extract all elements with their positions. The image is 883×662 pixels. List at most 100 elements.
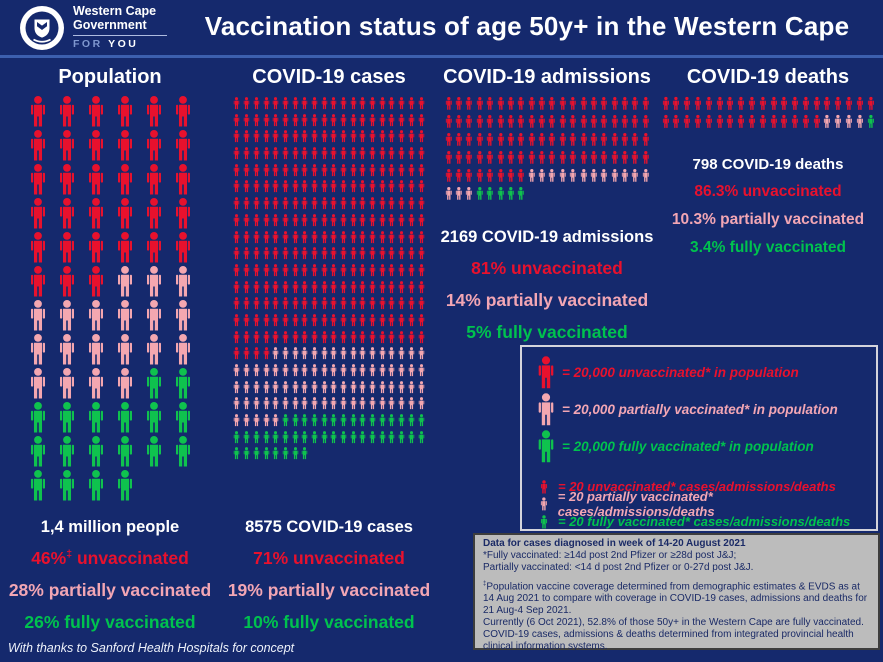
person-icon [321,430,327,443]
person-icon [398,213,405,226]
person-icon [88,436,103,467]
person-icon [340,330,347,343]
person-icon [379,280,386,293]
person-icon [292,447,298,460]
person-icon [243,314,250,327]
person-icon [611,115,618,128]
person-icon [253,163,260,176]
person-icon [466,97,473,110]
person-icon [292,197,298,210]
person-icon [538,115,545,128]
person-icon [466,169,473,182]
person-icon [340,197,347,210]
person-icon [321,213,327,226]
person-icon [705,114,712,128]
person-icon [30,402,45,433]
person-icon [331,213,337,226]
person-icon [497,169,504,182]
person-icon [340,163,347,176]
person-icon [282,447,289,460]
person-icon [175,436,190,467]
person-icon [331,414,337,427]
person-icon [867,96,874,110]
person-icon [455,133,462,146]
person-icon [331,97,337,110]
person-icon [311,364,318,377]
person-icon [302,414,308,427]
person-icon [379,163,386,176]
person-icon [263,247,269,260]
person-icon [507,115,514,128]
person-icon [146,300,161,331]
person-icon [379,97,386,110]
person-icon [408,247,415,260]
person-icon [30,232,45,263]
person-icon [601,115,607,128]
person-icon [311,147,318,160]
person-icon [549,97,556,110]
person-icon [379,264,386,277]
person-icon [234,297,240,310]
person-icon [253,397,260,410]
footnote-outlook: As vaccine coverage increases, absolute … [483,660,870,662]
person-icon [369,380,376,393]
person-icon [445,133,452,146]
person-icon [528,115,535,128]
legend-item-outcome-partial: = 20 partially vaccinated* cases/admissi… [534,489,866,519]
person-icon [234,280,240,293]
person-icon [117,164,132,195]
person-icon [302,297,308,310]
person-icon [398,414,405,427]
person-icon [340,430,347,443]
person-icon [243,297,250,310]
legend-label: = 20 fully vaccinated* cases/admissions/… [558,514,851,530]
person-icon [302,314,308,327]
person-icon [331,197,337,210]
person-icon [263,130,269,143]
person-icon [528,133,535,146]
person-icon [234,230,240,243]
person-icon [292,347,298,360]
person-icon [243,197,250,210]
person-icon [243,247,250,260]
person-icon [263,364,269,377]
footnote-coverage: ‡Population vaccine coverage determined … [483,581,870,617]
person-icon [340,180,347,193]
wcg-logo-text: Western Cape Government FOR YOU [73,4,167,50]
person-icon [538,430,554,463]
person-icon [30,198,45,229]
person-icon [253,213,260,226]
person-icon [321,364,327,377]
person-icon [282,297,289,310]
person-icon [88,470,103,501]
deaths-column-title: COVID-19 deaths [686,66,850,88]
person-icon [340,264,347,277]
person-icon [642,151,649,164]
person-icon [117,470,132,501]
person-icon [476,151,483,164]
person-icon [418,364,424,377]
person-icon [311,230,318,243]
cases-column: COVID-19 cases 8575 COVID-19 cases 71% u… [222,55,436,633]
person-icon [117,368,132,399]
legend-item-outcome-unvaccinated: = 20 unvaccinated* cases/admissions/deat… [534,478,866,496]
person-icon [398,247,405,260]
person-icon [738,96,744,110]
person-icon [497,97,504,110]
person-icon [331,364,337,377]
person-icon [389,330,395,343]
person-icon [282,247,289,260]
person-icon [243,414,250,427]
person-icon [234,414,240,427]
person-icon [580,151,587,164]
person-icon [234,130,240,143]
person-icon [253,113,260,126]
legend-label: = 20,000 partially vaccinated* in popula… [562,402,838,417]
person-icon [88,232,103,263]
person-icon [601,151,607,164]
person-icon [282,264,289,277]
person-icon [234,113,240,126]
person-icon [673,96,680,110]
person-icon [292,180,298,193]
person-icon [311,113,318,126]
